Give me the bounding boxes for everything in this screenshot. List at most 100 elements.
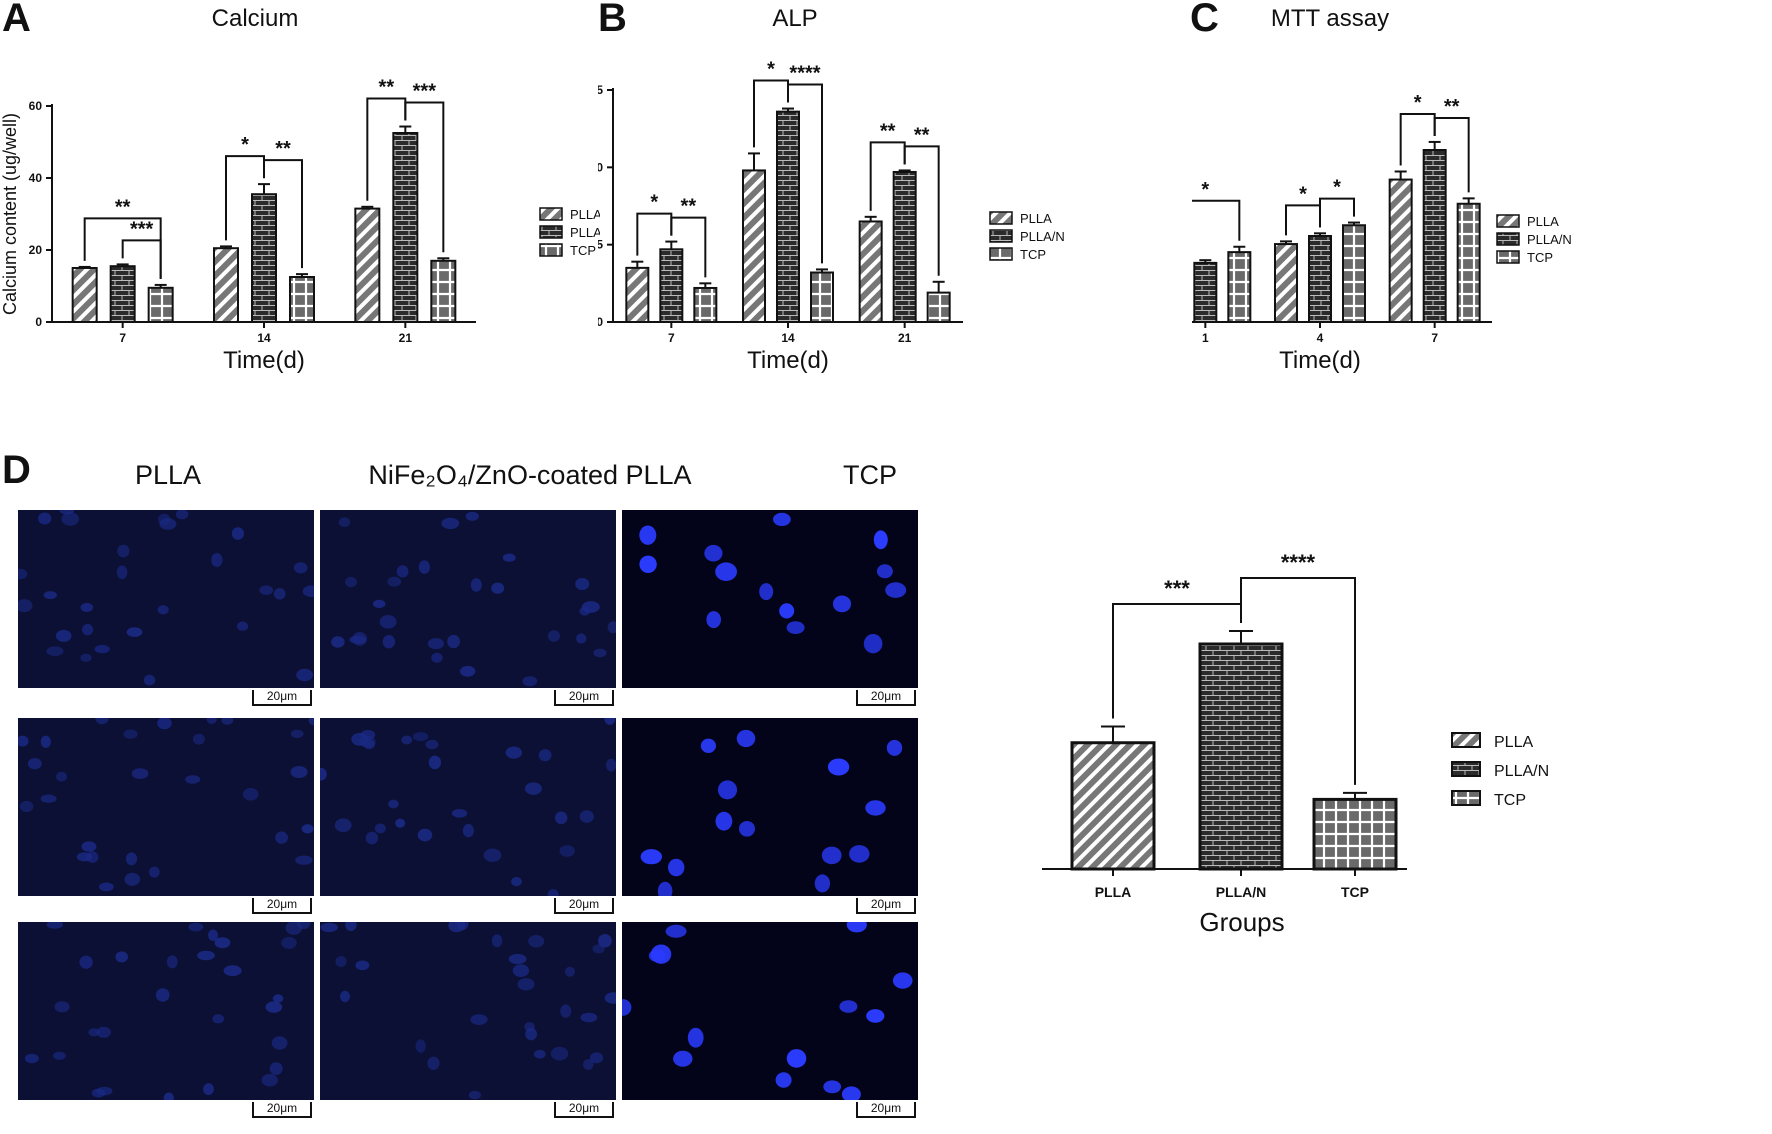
nucleus <box>166 955 178 969</box>
significance-label: * <box>767 59 775 81</box>
x-tick-label: 21 <box>399 331 413 345</box>
nucleus <box>779 603 795 619</box>
significance-bracket <box>121 239 162 279</box>
nucleus <box>415 1039 426 1053</box>
nucleus <box>717 780 738 800</box>
nucleus <box>866 1009 885 1023</box>
nucleus <box>290 729 304 739</box>
nucleus <box>622 999 632 1016</box>
micrograph-r2-c3 <box>622 718 918 896</box>
nucleus <box>345 576 357 588</box>
bar-tcp-14 <box>289 276 315 323</box>
x-tick-label: PLLA/N <box>1216 884 1267 900</box>
y-tick-label: 40 <box>29 171 43 185</box>
nucleus <box>374 823 386 834</box>
nucleus <box>275 831 288 844</box>
nucleus <box>40 735 51 748</box>
nucleus <box>261 1073 278 1087</box>
nucleus <box>846 922 867 933</box>
micrograph-title-tcp: TCP <box>843 460 897 490</box>
nucleus <box>302 585 314 597</box>
micrograph-r3-c1 <box>18 922 314 1100</box>
scale-bar: 20μm <box>856 898 916 914</box>
nucleus <box>61 512 79 526</box>
x-tick-label: TCP <box>1341 884 1369 900</box>
nuclei-image <box>18 510 314 686</box>
nucleus <box>395 818 406 828</box>
nucleus <box>293 562 308 574</box>
legend-swatch-1 <box>1496 232 1520 246</box>
nucleus <box>580 1012 598 1023</box>
micrograph-r3-c2 <box>320 922 616 1100</box>
bar-plla-7 <box>71 267 98 323</box>
micrograph-r1-c1 <box>18 510 314 688</box>
nucleus <box>296 668 313 682</box>
nucleus <box>786 621 805 634</box>
nucleus <box>528 935 545 948</box>
nucleus <box>221 718 234 725</box>
nucleus <box>427 638 444 650</box>
nucleus <box>447 634 460 649</box>
nucleus <box>269 1062 283 1075</box>
nucleus <box>18 735 29 747</box>
nucleus <box>427 1056 440 1070</box>
nucleus <box>508 953 527 965</box>
significance-label: * <box>650 192 658 214</box>
nucleus <box>281 936 297 949</box>
nucleus <box>823 1080 842 1094</box>
x-axis-label: Time(d) <box>1279 347 1361 374</box>
significance-label: ** <box>275 138 291 160</box>
nucleus <box>157 718 172 730</box>
bar-tcp <box>1312 797 1398 871</box>
significance-label: ** <box>880 120 896 142</box>
nucleus <box>759 583 774 601</box>
significance-label: ** <box>1444 96 1460 118</box>
micrograph-r2-c2 <box>320 718 616 896</box>
nucleus <box>550 1046 569 1061</box>
nucleus <box>163 1092 174 1100</box>
nucleus <box>468 1090 481 1100</box>
nucleus <box>412 732 429 742</box>
scale-bar: 20μm <box>554 898 614 914</box>
nucleus <box>736 729 756 748</box>
scale-bar: 20μm <box>252 690 312 706</box>
nucleus <box>265 1001 283 1013</box>
mtt-chart: MTT assay0.00.20.40.60.8Optical dencity1… <box>1192 5 1572 374</box>
significance-bracket <box>670 216 707 278</box>
nucleus <box>511 877 522 887</box>
significance-label: *** <box>413 81 437 103</box>
nucleus <box>462 823 474 838</box>
bar-tcp-14 <box>810 271 834 323</box>
nucleus <box>365 831 379 845</box>
legend-swatch-2 <box>1496 250 1520 264</box>
significance-label: ** <box>914 124 930 146</box>
nucleus <box>583 1059 594 1070</box>
significance-label: ** <box>379 77 395 99</box>
bar-plla-n-1 <box>1193 261 1218 323</box>
nucleus <box>117 544 130 558</box>
bar-plla-n-7 <box>109 265 136 324</box>
panel-label-b: B <box>598 0 627 40</box>
nucleus <box>589 1052 604 1064</box>
legend-label-0: PLLA <box>1020 211 1052 226</box>
nucleus <box>417 828 433 842</box>
significance-bracket <box>404 101 445 253</box>
scale-bar: 20μm <box>554 1102 614 1118</box>
nucleus <box>55 629 72 642</box>
legend-swatch-0 <box>989 211 1013 225</box>
nucleus <box>208 929 218 941</box>
nucleus <box>885 582 907 598</box>
nucleus <box>576 633 587 644</box>
nucleus <box>640 849 662 865</box>
nucleus <box>431 652 443 663</box>
bar-tcp-7 <box>1456 202 1481 323</box>
y-tick-label: 1.5 <box>598 83 603 97</box>
legend-label-0: PLLA <box>570 207 600 222</box>
x-tick-label: 1 <box>1202 331 1209 345</box>
chart-title: MTT assay <box>1271 5 1389 32</box>
x-tick-label: 21 <box>898 331 912 345</box>
nucleus <box>832 595 852 613</box>
nucleus <box>188 922 204 932</box>
nucleus <box>123 729 138 739</box>
nucleus <box>355 960 370 971</box>
